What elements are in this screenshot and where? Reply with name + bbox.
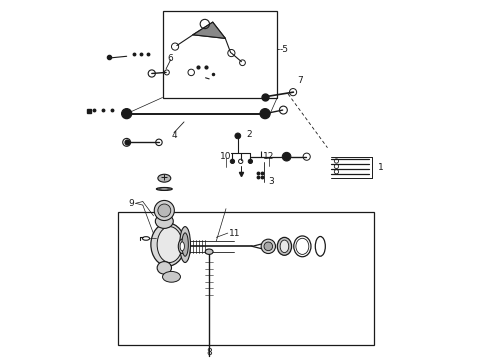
Text: 12: 12 xyxy=(263,152,275,161)
Circle shape xyxy=(264,242,272,251)
Text: 2: 2 xyxy=(247,130,252,139)
Ellipse shape xyxy=(151,223,185,266)
Circle shape xyxy=(282,152,291,161)
Circle shape xyxy=(230,159,235,163)
Ellipse shape xyxy=(280,240,289,253)
Text: 10: 10 xyxy=(220,152,232,161)
Bar xyxy=(163,12,277,98)
Ellipse shape xyxy=(159,188,170,190)
Text: 4: 4 xyxy=(172,131,177,140)
Ellipse shape xyxy=(155,214,173,228)
Circle shape xyxy=(158,204,171,217)
Ellipse shape xyxy=(157,262,171,274)
Ellipse shape xyxy=(178,239,186,253)
Circle shape xyxy=(122,109,132,119)
Text: 9: 9 xyxy=(129,199,135,208)
Text: 11: 11 xyxy=(229,229,241,238)
Circle shape xyxy=(261,239,275,253)
Polygon shape xyxy=(193,22,225,39)
Text: 13: 13 xyxy=(158,235,170,244)
Text: 6: 6 xyxy=(167,54,173,63)
Ellipse shape xyxy=(163,271,180,282)
Ellipse shape xyxy=(180,242,184,251)
Bar xyxy=(118,212,374,345)
Ellipse shape xyxy=(157,226,182,262)
Text: 7: 7 xyxy=(298,76,303,85)
Circle shape xyxy=(154,201,174,221)
Ellipse shape xyxy=(205,249,213,255)
Circle shape xyxy=(235,133,241,139)
Ellipse shape xyxy=(156,188,172,190)
Ellipse shape xyxy=(158,174,171,182)
Text: 1: 1 xyxy=(378,163,384,172)
Text: -5: -5 xyxy=(279,45,288,54)
Text: 3: 3 xyxy=(269,177,274,186)
Ellipse shape xyxy=(180,226,191,262)
Text: 8: 8 xyxy=(206,348,212,357)
Circle shape xyxy=(260,109,270,119)
Ellipse shape xyxy=(182,233,188,256)
Ellipse shape xyxy=(277,237,292,255)
Circle shape xyxy=(248,159,252,163)
